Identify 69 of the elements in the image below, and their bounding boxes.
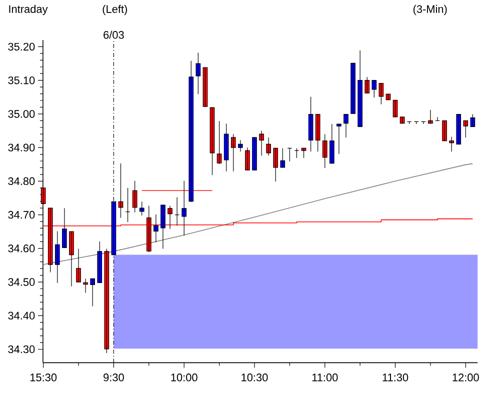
candlestick — [224, 124, 229, 172]
candlestick — [90, 278, 96, 307]
candlestick — [154, 214, 158, 243]
candlestick — [336, 124, 342, 154]
candlestick — [350, 63, 356, 114]
candlestick — [280, 148, 286, 168]
y-tick-label: 35.20 — [8, 42, 35, 51]
x-tick-label: 9:30 — [104, 374, 124, 382]
candlestick — [238, 140, 243, 152]
x-tick-label: 12:00 — [452, 374, 479, 382]
candlestick — [428, 110, 433, 124]
candlestick — [301, 148, 306, 158]
candlestick — [76, 248, 81, 282]
candlestick — [125, 188, 130, 223]
y-tick-label: 34.50 — [8, 278, 35, 286]
candlestick — [196, 52, 201, 95]
candlestick — [118, 163, 124, 218]
candlestick — [364, 76, 370, 94]
candlestick — [442, 120, 447, 142]
candlestick — [266, 137, 271, 156]
candlestick — [273, 148, 278, 182]
candlestick — [358, 50, 362, 128]
ref-line-label: 6/03 — [104, 30, 124, 39]
candlestick — [104, 248, 110, 354]
candlestick — [62, 208, 67, 248]
candlestick — [259, 130, 264, 156]
candlestick — [449, 136, 454, 152]
y-tick-label: 34.30 — [8, 346, 35, 354]
y-tick-label: 35.10 — [8, 76, 35, 84]
text: Intraday — [9, 5, 48, 16]
candlestick — [160, 204, 166, 250]
candlestick — [174, 197, 180, 226]
candlestick — [308, 96, 314, 152]
candlestick — [69, 231, 74, 287]
x-tick-label: 11:00 — [312, 374, 338, 382]
chart-title: (3-Min) — [413, 5, 447, 16]
x-tick-label: 10:00 — [171, 374, 198, 382]
candlestick — [252, 137, 257, 171]
candlestick — [83, 278, 88, 294]
candlestick — [210, 107, 215, 176]
candlestick — [330, 124, 334, 164]
candlestick — [456, 114, 462, 145]
x-tick-label: 15:30 — [30, 374, 57, 382]
candlestick — [139, 202, 144, 216]
candlestick — [344, 114, 348, 138]
candlestick — [188, 60, 194, 202]
y-tick-label: 35.00 — [8, 110, 35, 118]
candlestick — [463, 120, 468, 138]
candlestick — [372, 80, 377, 98]
text: (Left) — [102, 5, 127, 16]
y-tick-label: 34.80 — [8, 177, 35, 186]
candlestick — [322, 134, 328, 169]
candlestick — [182, 180, 187, 236]
y-tick-label: 34.40 — [8, 312, 35, 320]
y-tick-label: 34.70 — [8, 211, 35, 219]
candlestick — [315, 114, 320, 152]
candlestick — [54, 231, 60, 284]
y-tick-label: 34.60 — [8, 244, 35, 252]
candlestick — [245, 147, 250, 171]
x-tick-label: 11:30 — [382, 374, 408, 382]
candlestick — [132, 180, 138, 213]
line-series — [42, 163, 474, 266]
candlestick — [294, 148, 300, 158]
candlestick — [97, 241, 102, 284]
candlestick — [378, 83, 384, 105]
y-tick-label: 34.90 — [8, 144, 35, 152]
candlestick — [216, 120, 222, 164]
x-tick-label: 10:30 — [242, 374, 268, 382]
candlestick — [230, 134, 236, 172]
